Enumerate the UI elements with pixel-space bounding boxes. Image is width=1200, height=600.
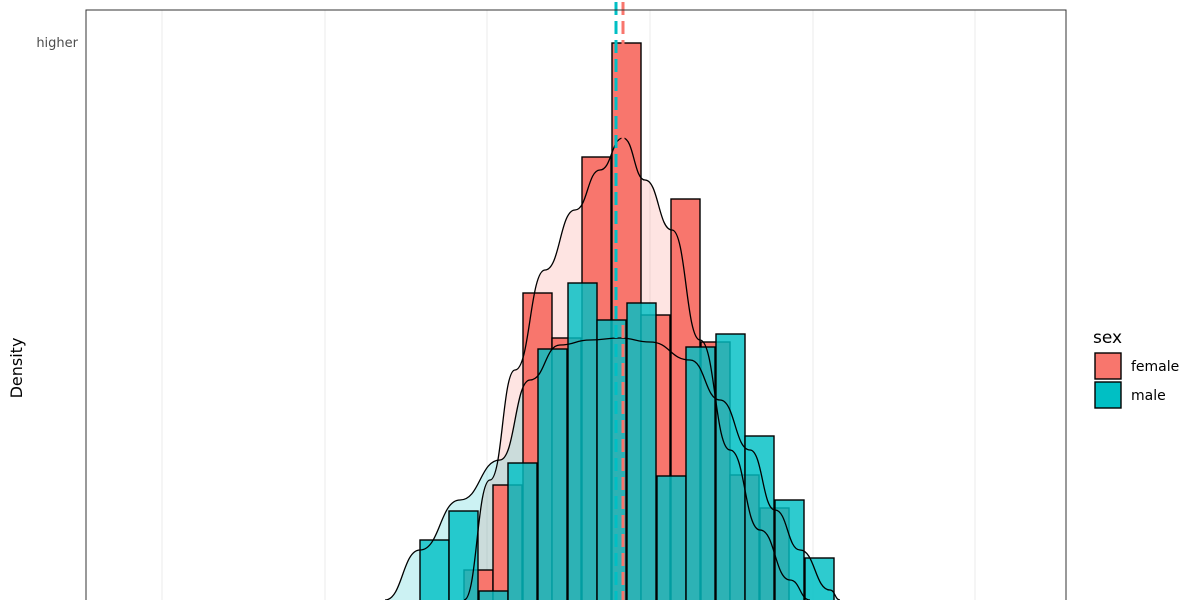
legend-key-male (1094, 381, 1122, 409)
bar-male-12 (774, 499, 805, 600)
y-tick-label-higher: higher (36, 36, 78, 51)
legend-title: sex (1093, 328, 1122, 348)
bar-male-8 (656, 475, 687, 600)
gridlines (161, 10, 976, 600)
bar-male-4 (537, 348, 568, 600)
y-axis-label: Density (7, 338, 26, 399)
bar-male-2 (478, 590, 509, 600)
bar-male-1 (448, 510, 479, 600)
plot-panel-border (85, 9, 1067, 600)
legend-key-female (1094, 352, 1122, 380)
density-curves (384, 137, 841, 600)
bar-male-11 (744, 435, 775, 600)
bar-male-7 (626, 302, 657, 600)
mean-lines (614, 2, 625, 600)
density-curve-female (463, 137, 811, 600)
bar-male-13 (804, 557, 835, 600)
bar-male-9 (685, 346, 716, 600)
density-curve-male (384, 337, 841, 600)
legend: sex female male (1093, 328, 1179, 409)
bar-male-6 (596, 319, 627, 600)
bar-male-3 (507, 462, 538, 600)
legend-label-male: male (1131, 388, 1166, 404)
legend-label-female: female (1131, 359, 1179, 375)
bar-male-5 (567, 282, 598, 600)
